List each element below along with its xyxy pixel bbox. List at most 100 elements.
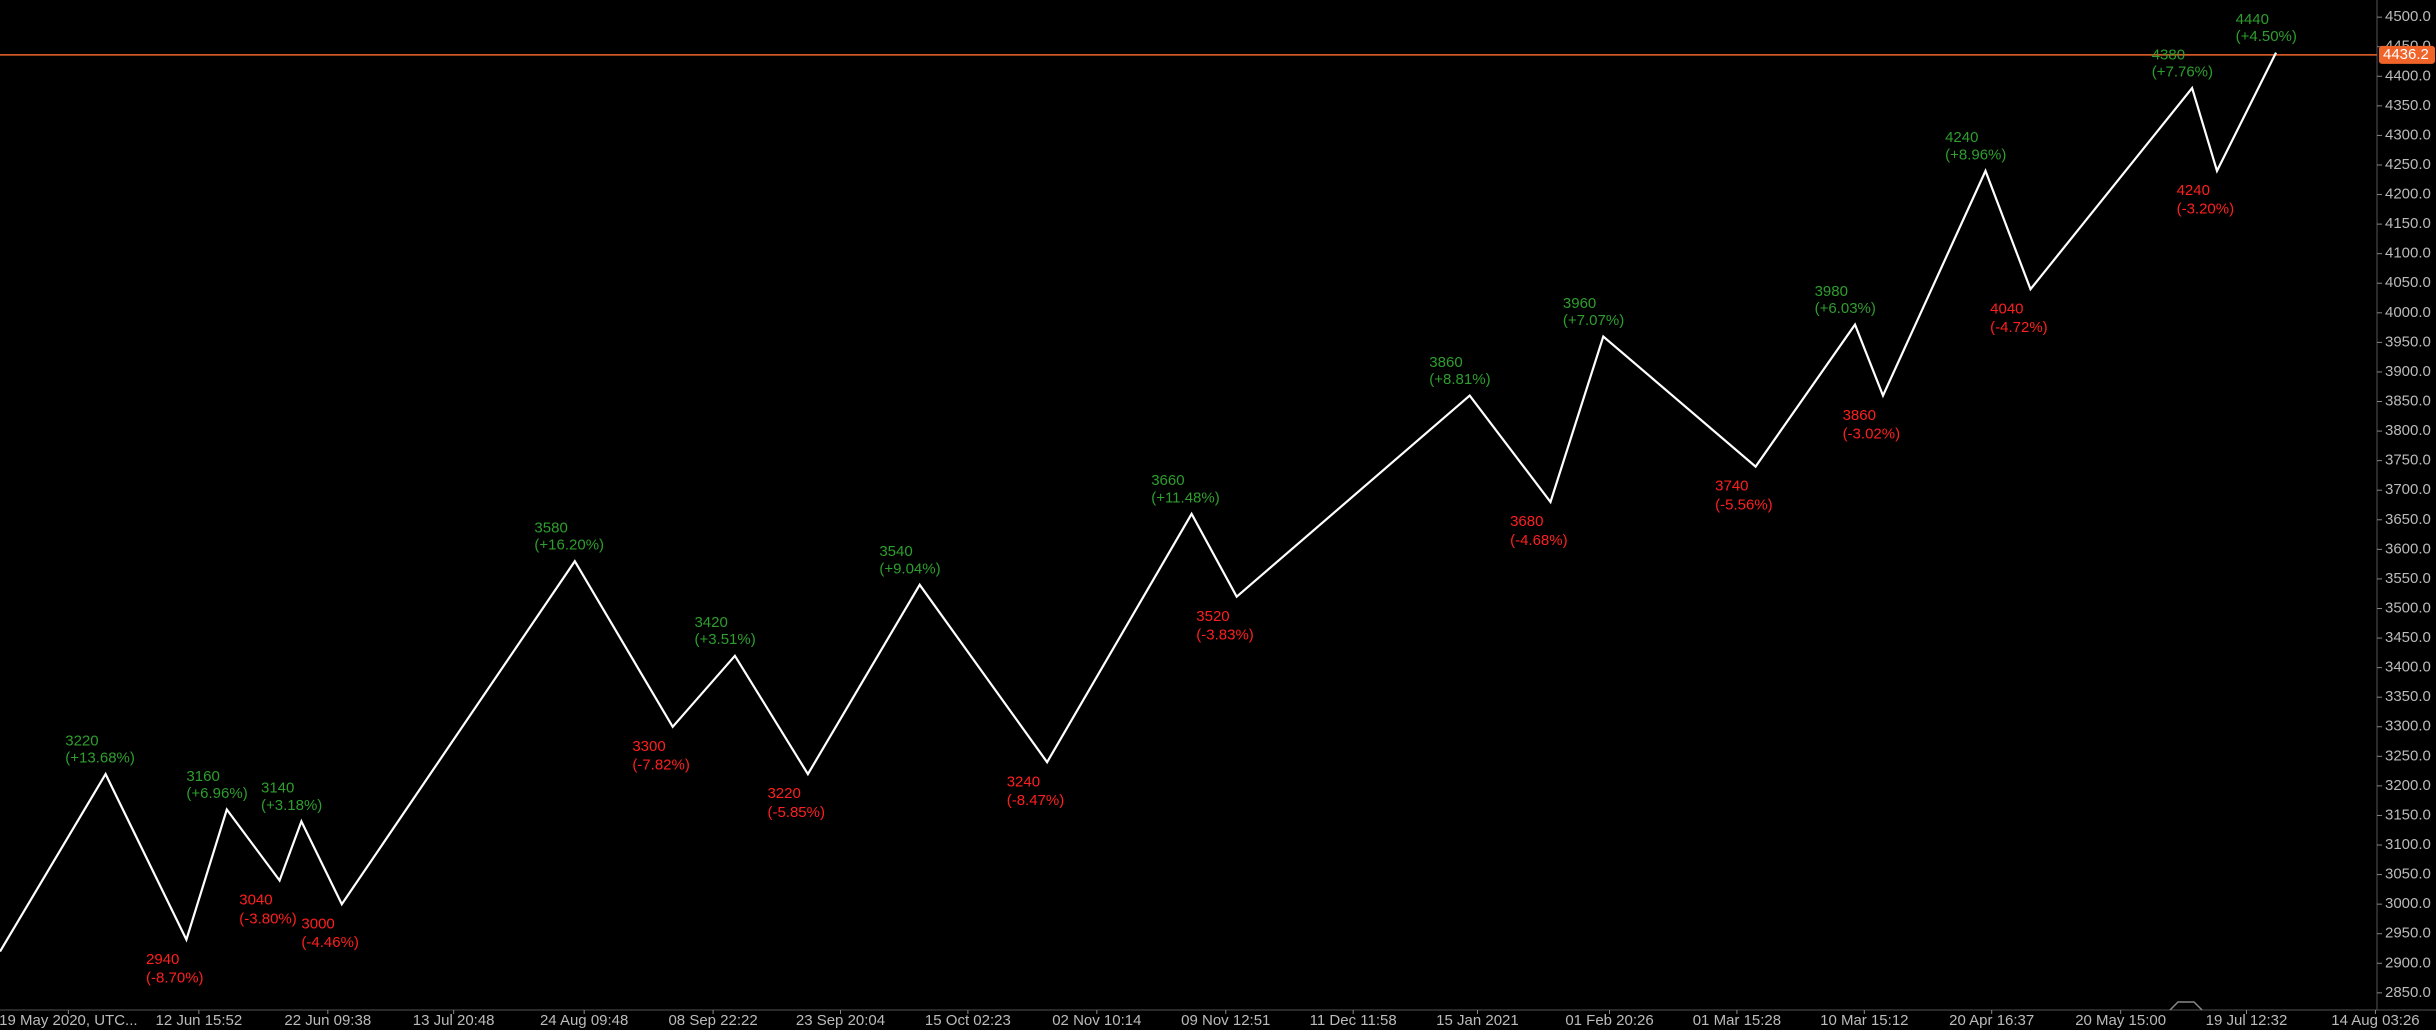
x-tick-label: 10 Mar 15:12	[1820, 1012, 1908, 1029]
zigzag-line	[0, 52, 2277, 953]
x-tick-label: 22 Jun 09:38	[284, 1012, 371, 1029]
x-tick-label: 19 Jul 12:32	[2206, 1012, 2288, 1029]
y-tick-label: 3000.0	[2385, 895, 2431, 912]
y-tick-label: 4300.0	[2385, 126, 2431, 143]
pivot-value: 3300	[632, 738, 665, 755]
y-tick-label: 4500.0	[2385, 8, 2431, 25]
y-tick-label: 4150.0	[2385, 215, 2431, 232]
pivot-change: (-8.47%)	[1007, 792, 1065, 809]
pivot-change: (-4.68%)	[1510, 532, 1568, 549]
pivot-change: (-3.20%)	[2177, 201, 2235, 218]
pivot-value: 3980	[1815, 283, 1848, 300]
pivot-change: (-3.83%)	[1196, 626, 1254, 643]
pivot-value: 3040	[239, 892, 272, 909]
y-tick-label: 3450.0	[2385, 629, 2431, 646]
y-tick-label: 3250.0	[2385, 747, 2431, 764]
pivot-change: (+16.20%)	[534, 537, 604, 554]
pivot-value: 3220	[767, 785, 800, 802]
pivot-change: (+8.81%)	[1429, 371, 1490, 388]
x-tick-label: 12 Jun 15:52	[155, 1012, 242, 1029]
pivot-value: 3580	[534, 520, 567, 537]
y-tick-label: 3550.0	[2385, 570, 2431, 587]
y-tick-label: 3950.0	[2385, 333, 2431, 350]
pivot-change: (+11.48%)	[1151, 489, 1220, 506]
x-tick-label: 13 Jul 20:48	[413, 1012, 495, 1029]
pivot-change: (-5.56%)	[1715, 496, 1773, 513]
x-tick-label: 15 Jan 2021	[1436, 1012, 1519, 1029]
y-tick-label: 2950.0	[2385, 925, 2431, 942]
y-tick-label: 4250.0	[2385, 156, 2431, 173]
x-tick-label: 08 Sep 22:22	[668, 1012, 757, 1029]
pivot-change: (-5.85%)	[767, 804, 825, 821]
pivot-change: (+4.50%)	[2236, 28, 2297, 45]
y-tick-label: 3900.0	[2385, 363, 2431, 380]
pivot-value: 3960	[1563, 295, 1596, 312]
pivot-change: (+9.04%)	[879, 560, 940, 577]
y-tick-label: 3850.0	[2385, 392, 2431, 409]
pivot-value: 3660	[1151, 472, 1184, 489]
pivot-change: (+7.76%)	[2152, 64, 2213, 81]
pivot-value: 4240	[2177, 182, 2210, 199]
pivot-value: 3860	[1429, 354, 1462, 371]
pivot-change: (-3.02%)	[1843, 425, 1901, 442]
y-tick-label: 2900.0	[2385, 954, 2431, 971]
y-tick-label: 3500.0	[2385, 599, 2431, 616]
y-tick-label: 4400.0	[2385, 67, 2431, 84]
pivot-value: 3420	[694, 614, 727, 631]
pivot-change: (-7.82%)	[632, 757, 690, 774]
y-tick-label: 3050.0	[2385, 866, 2431, 883]
x-tick-label: 24 Aug 09:48	[540, 1012, 628, 1029]
price-tag	[2379, 45, 2435, 64]
pivot-change: (+13.68%)	[65, 749, 135, 766]
pivot-value: 4040	[1990, 300, 2023, 317]
pivot-value: 4440	[2236, 11, 2269, 28]
x-tick-label: 14 Aug 03:26	[2331, 1012, 2419, 1029]
pivot-value: 3140	[261, 780, 294, 797]
x-tick-label: 01 Mar 15:28	[1693, 1012, 1781, 1029]
x-tick-label: 11 Dec 11:58	[1310, 1012, 1397, 1029]
x-tick-label: 20 May 15:00	[2075, 1012, 2166, 1029]
pivot-change: (+6.03%)	[1815, 300, 1876, 317]
y-tick-label: 3400.0	[2385, 659, 2431, 676]
y-tick-label: 2850.0	[2385, 984, 2431, 1001]
y-tick-label: 4000.0	[2385, 304, 2431, 321]
pivot-value: 3000	[301, 915, 334, 932]
pivot-change: (-3.80%)	[239, 910, 297, 927]
y-tick-label: 3300.0	[2385, 718, 2431, 735]
y-tick-label: 3200.0	[2385, 777, 2431, 794]
y-tick-label: 4050.0	[2385, 274, 2431, 291]
x-tick-label: 19 May 2020, UTC...	[0, 1012, 138, 1029]
y-tick-label: 3100.0	[2385, 836, 2431, 853]
pivot-value: 3160	[186, 768, 219, 785]
pivot-change: (+7.07%)	[1563, 312, 1624, 329]
pivot-value: 3860	[1843, 407, 1876, 424]
y-tick-label: 3650.0	[2385, 511, 2431, 528]
x-tick-label: 23 Sep 20:04	[796, 1012, 885, 1029]
pivot-value: 2940	[146, 951, 179, 968]
scroll-handle	[2169, 1001, 2203, 1011]
y-tick-label: 3150.0	[2385, 806, 2431, 823]
x-tick-label: 09 Nov 12:51	[1181, 1012, 1270, 1029]
pivot-value: 3220	[65, 732, 98, 749]
y-tick-label: 4200.0	[2385, 186, 2431, 203]
y-tick-label: 3600.0	[2385, 540, 2431, 557]
pivot-change: (-4.72%)	[1990, 319, 2048, 336]
y-tick-label: 3750.0	[2385, 452, 2431, 469]
pivot-change: (+3.18%)	[261, 797, 322, 814]
pivot-change: (-8.70%)	[146, 969, 204, 986]
y-tick-label: 4100.0	[2385, 245, 2431, 262]
y-tick-label: 3700.0	[2385, 481, 2431, 498]
pivot-value: 4380	[2152, 46, 2185, 63]
pivot-value: 3740	[1715, 478, 1748, 495]
x-tick-label: 15 Oct 02:23	[925, 1012, 1011, 1029]
pivot-value: 3680	[1510, 513, 1543, 530]
pivot-value: 3520	[1196, 608, 1229, 625]
pivot-change: (+6.96%)	[186, 785, 247, 802]
y-tick-label: 4350.0	[2385, 97, 2431, 114]
pivot-change: (+3.51%)	[694, 631, 755, 648]
pivot-value: 3540	[879, 543, 912, 560]
x-tick-label: 01 Feb 20:26	[1565, 1012, 1653, 1029]
pivot-change: (-4.46%)	[301, 934, 359, 951]
